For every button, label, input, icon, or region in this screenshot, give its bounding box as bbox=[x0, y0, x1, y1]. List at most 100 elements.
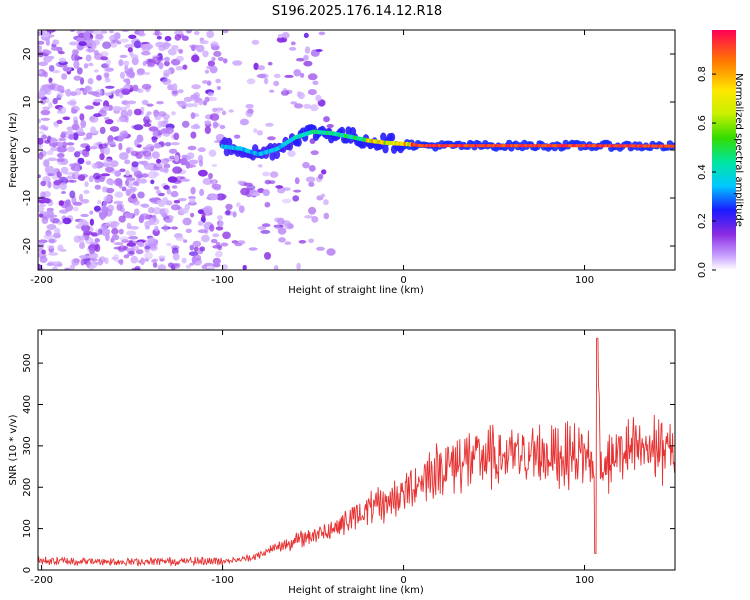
heatmap-cell bbox=[148, 126, 159, 132]
heatmap-cell bbox=[74, 54, 80, 62]
heatmap-cell bbox=[94, 238, 100, 243]
heatmap-cell bbox=[99, 143, 108, 149]
heatmap-cell bbox=[157, 120, 162, 129]
tone-envelope bbox=[382, 144, 389, 154]
snr-x-ticks: -200 -100 0 100 bbox=[30, 330, 594, 586]
heatmap-cell bbox=[206, 30, 215, 39]
heatmap-cell bbox=[225, 203, 233, 211]
heatmap-cell bbox=[175, 55, 184, 62]
heatmap-cell bbox=[216, 86, 221, 90]
heatmap-cell bbox=[74, 171, 79, 179]
heatmap-cell bbox=[46, 209, 54, 216]
heatmap-cell bbox=[104, 257, 109, 265]
heatmap-cell bbox=[123, 174, 133, 178]
heatmap-cell bbox=[154, 225, 159, 232]
heatmap-cell bbox=[138, 215, 145, 224]
heatmap-cell bbox=[292, 195, 300, 202]
tick-label: -10 bbox=[22, 190, 33, 206]
heatmap-cell bbox=[167, 48, 177, 56]
heatmap-cell bbox=[98, 256, 107, 263]
heatmap-cell bbox=[56, 85, 65, 93]
heatmap-cell bbox=[149, 197, 159, 203]
heatmap-cell bbox=[118, 215, 126, 223]
heatmap-cell bbox=[124, 64, 129, 71]
heatmap-cell bbox=[103, 72, 110, 78]
heatmap-cell bbox=[46, 224, 57, 230]
heatmap-cell bbox=[134, 57, 139, 65]
heatmap-cell bbox=[105, 85, 115, 89]
heatmap-cell bbox=[48, 252, 59, 256]
heatmap-cell bbox=[326, 248, 336, 256]
snr-y-ticks: 0 100 200 300 400 500 bbox=[22, 354, 675, 573]
heatmap-cell bbox=[163, 60, 170, 67]
heatmap-cell bbox=[204, 69, 210, 74]
heatmap-cell bbox=[170, 142, 180, 146]
heatmap-cell bbox=[164, 218, 173, 223]
heatmap-cell bbox=[307, 73, 318, 81]
heatmap-cell bbox=[74, 151, 81, 158]
heatmap-cell bbox=[71, 107, 76, 114]
heatmap-cell bbox=[185, 228, 192, 233]
heatmap-cell bbox=[308, 206, 317, 215]
colorbar: 0.0 0.2 0.4 0.6 0.8 Normalized spectral ampl… bbox=[697, 30, 744, 278]
heatmap-cell bbox=[133, 170, 143, 178]
tick-label: 100 bbox=[575, 575, 594, 586]
heatmap-cell bbox=[112, 106, 122, 111]
heatmap-cell bbox=[212, 257, 221, 265]
heatmap-cell bbox=[39, 131, 45, 135]
heatmap-cell bbox=[186, 103, 194, 108]
heatmap-cell bbox=[298, 240, 307, 244]
heatmap-cell bbox=[184, 203, 191, 211]
heatmap-cell bbox=[233, 134, 241, 139]
heatmap-cell bbox=[167, 176, 178, 183]
heatmap-cell bbox=[152, 207, 162, 215]
heatmap-cell bbox=[136, 144, 142, 148]
heatmap-cell bbox=[60, 248, 67, 252]
heatmap-cell bbox=[209, 113, 220, 121]
tone-envelope bbox=[273, 150, 281, 160]
heatmap-cell bbox=[56, 92, 64, 98]
heatmap-cell bbox=[171, 226, 178, 230]
heatmap-cell bbox=[94, 244, 101, 252]
heatmap-cell bbox=[209, 266, 215, 270]
heatmap-cell bbox=[222, 30, 229, 34]
heatmap-cell bbox=[294, 177, 300, 185]
heatmap-cell bbox=[43, 71, 48, 78]
heatmap-cell bbox=[256, 130, 263, 136]
heatmap-cell bbox=[56, 153, 65, 158]
heatmap-cell bbox=[211, 163, 218, 168]
tick-label: 100 bbox=[575, 275, 594, 286]
heatmap-cell bbox=[210, 41, 219, 47]
heatmap-cell bbox=[104, 118, 114, 125]
heatmap-cell bbox=[304, 46, 311, 54]
heatmap-cell bbox=[307, 89, 317, 96]
colorbar-gradient bbox=[712, 30, 736, 270]
heatmap-cell bbox=[315, 94, 322, 102]
heatmap-cell bbox=[79, 237, 85, 245]
heatmap-cell bbox=[221, 194, 227, 200]
heatmap-cell bbox=[198, 169, 208, 177]
heatmap-cell bbox=[183, 239, 188, 243]
heatmap-cell bbox=[140, 150, 148, 154]
heatmap-cell bbox=[69, 190, 76, 199]
heatmap-cell bbox=[144, 251, 153, 260]
tick-label: 10 bbox=[22, 96, 33, 109]
heatmap-cell bbox=[40, 117, 51, 121]
heatmap-cell bbox=[146, 237, 157, 245]
heatmap-cell bbox=[38, 31, 43, 36]
heatmap-cell bbox=[199, 188, 205, 196]
heatmap-cell bbox=[182, 64, 188, 70]
heatmap-cell bbox=[190, 212, 195, 218]
heatmap-cell bbox=[83, 63, 89, 69]
heatmap-cell bbox=[89, 218, 94, 226]
snr-series bbox=[38, 337, 675, 567]
heatmap-cell bbox=[282, 87, 288, 94]
heatmap-cell bbox=[104, 77, 111, 83]
heatmap-cell bbox=[70, 91, 78, 96]
spectrogram-x-label: Height of straight line (km) bbox=[288, 285, 424, 296]
heatmap-cell bbox=[96, 74, 102, 81]
heatmap-cell bbox=[47, 157, 58, 162]
heatmap-cell bbox=[71, 258, 80, 266]
